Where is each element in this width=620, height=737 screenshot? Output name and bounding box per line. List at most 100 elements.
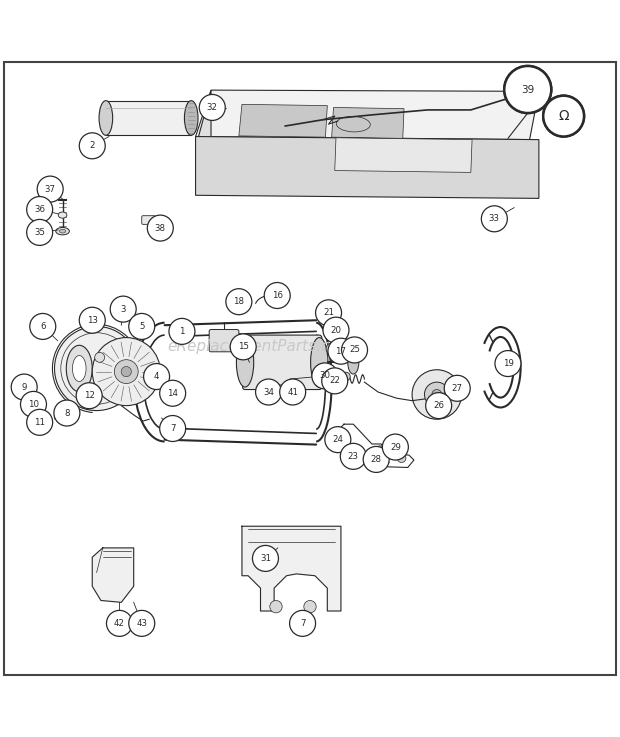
Text: 13: 13	[87, 315, 98, 325]
Circle shape	[27, 197, 53, 223]
Circle shape	[110, 296, 136, 322]
Polygon shape	[13, 382, 25, 390]
Circle shape	[20, 391, 46, 417]
Text: 2: 2	[89, 142, 95, 150]
Polygon shape	[270, 385, 302, 394]
Text: 27: 27	[452, 384, 463, 393]
Text: 24: 24	[332, 435, 343, 444]
Circle shape	[255, 379, 281, 405]
Circle shape	[481, 206, 507, 232]
Circle shape	[383, 434, 409, 460]
Circle shape	[226, 289, 252, 315]
Text: 26: 26	[433, 401, 444, 410]
Text: 30: 30	[319, 371, 330, 380]
Circle shape	[543, 96, 584, 136]
Text: 7: 7	[300, 619, 305, 628]
Circle shape	[495, 351, 521, 377]
Text: 19: 19	[503, 359, 513, 368]
Text: 18: 18	[233, 297, 244, 306]
Ellipse shape	[56, 228, 69, 235]
FancyBboxPatch shape	[142, 216, 156, 224]
Polygon shape	[195, 90, 211, 195]
Ellipse shape	[58, 212, 67, 218]
Text: 15: 15	[237, 343, 249, 352]
Circle shape	[426, 393, 451, 419]
Circle shape	[55, 326, 139, 411]
Circle shape	[342, 337, 368, 363]
Circle shape	[312, 363, 338, 389]
Ellipse shape	[99, 101, 113, 136]
Text: 8: 8	[64, 408, 69, 418]
Circle shape	[264, 282, 290, 309]
Polygon shape	[332, 108, 404, 139]
Circle shape	[376, 446, 384, 455]
Circle shape	[543, 96, 584, 136]
Circle shape	[326, 343, 337, 354]
Text: 17: 17	[335, 346, 347, 356]
Text: 41: 41	[287, 388, 298, 397]
Text: 39: 39	[521, 85, 534, 94]
Circle shape	[37, 176, 63, 202]
Text: 6: 6	[40, 322, 45, 331]
Circle shape	[412, 370, 461, 419]
Text: 25: 25	[349, 346, 360, 354]
Text: 38: 38	[155, 223, 166, 233]
Circle shape	[504, 66, 551, 113]
Circle shape	[322, 368, 348, 394]
Text: 22: 22	[329, 377, 340, 385]
Text: 42: 42	[114, 619, 125, 628]
FancyBboxPatch shape	[106, 101, 191, 136]
Circle shape	[148, 215, 173, 241]
Circle shape	[54, 400, 80, 426]
Ellipse shape	[66, 346, 92, 391]
Text: 29: 29	[390, 442, 401, 452]
Text: 10: 10	[28, 400, 39, 409]
FancyBboxPatch shape	[55, 411, 68, 419]
Circle shape	[95, 352, 105, 363]
Polygon shape	[92, 548, 134, 602]
Polygon shape	[195, 90, 539, 139]
Circle shape	[252, 545, 278, 571]
Ellipse shape	[236, 338, 254, 387]
FancyBboxPatch shape	[22, 400, 39, 411]
Text: 36: 36	[34, 205, 45, 214]
Text: 14: 14	[167, 388, 178, 398]
Text: 12: 12	[84, 391, 95, 400]
FancyBboxPatch shape	[209, 329, 239, 352]
Circle shape	[342, 372, 350, 381]
Ellipse shape	[336, 116, 370, 132]
Polygon shape	[242, 526, 341, 611]
Circle shape	[121, 366, 131, 377]
Text: 3: 3	[120, 304, 126, 314]
Circle shape	[328, 338, 354, 364]
Circle shape	[304, 601, 316, 613]
Polygon shape	[195, 136, 539, 198]
Circle shape	[340, 444, 366, 469]
Circle shape	[425, 382, 449, 407]
Circle shape	[230, 334, 256, 360]
Circle shape	[27, 409, 53, 436]
Circle shape	[129, 610, 155, 636]
Polygon shape	[239, 105, 327, 137]
Text: 39: 39	[521, 85, 534, 94]
Circle shape	[129, 313, 155, 340]
Polygon shape	[335, 138, 472, 172]
Circle shape	[504, 66, 551, 113]
Circle shape	[325, 427, 351, 453]
Text: 40: 40	[557, 111, 570, 121]
Circle shape	[323, 317, 349, 343]
Circle shape	[290, 610, 316, 636]
Text: 35: 35	[34, 228, 45, 237]
Text: eReplacementParts.com: eReplacementParts.com	[167, 339, 354, 354]
Circle shape	[27, 220, 53, 245]
Ellipse shape	[73, 355, 86, 382]
Ellipse shape	[348, 351, 359, 374]
Text: 37: 37	[45, 184, 56, 194]
Text: Ω: Ω	[559, 109, 569, 123]
Text: 16: 16	[272, 291, 283, 300]
Ellipse shape	[184, 101, 198, 136]
Circle shape	[107, 610, 133, 636]
Text: 9: 9	[22, 383, 27, 391]
Circle shape	[169, 318, 195, 344]
Text: 34: 34	[263, 388, 274, 397]
